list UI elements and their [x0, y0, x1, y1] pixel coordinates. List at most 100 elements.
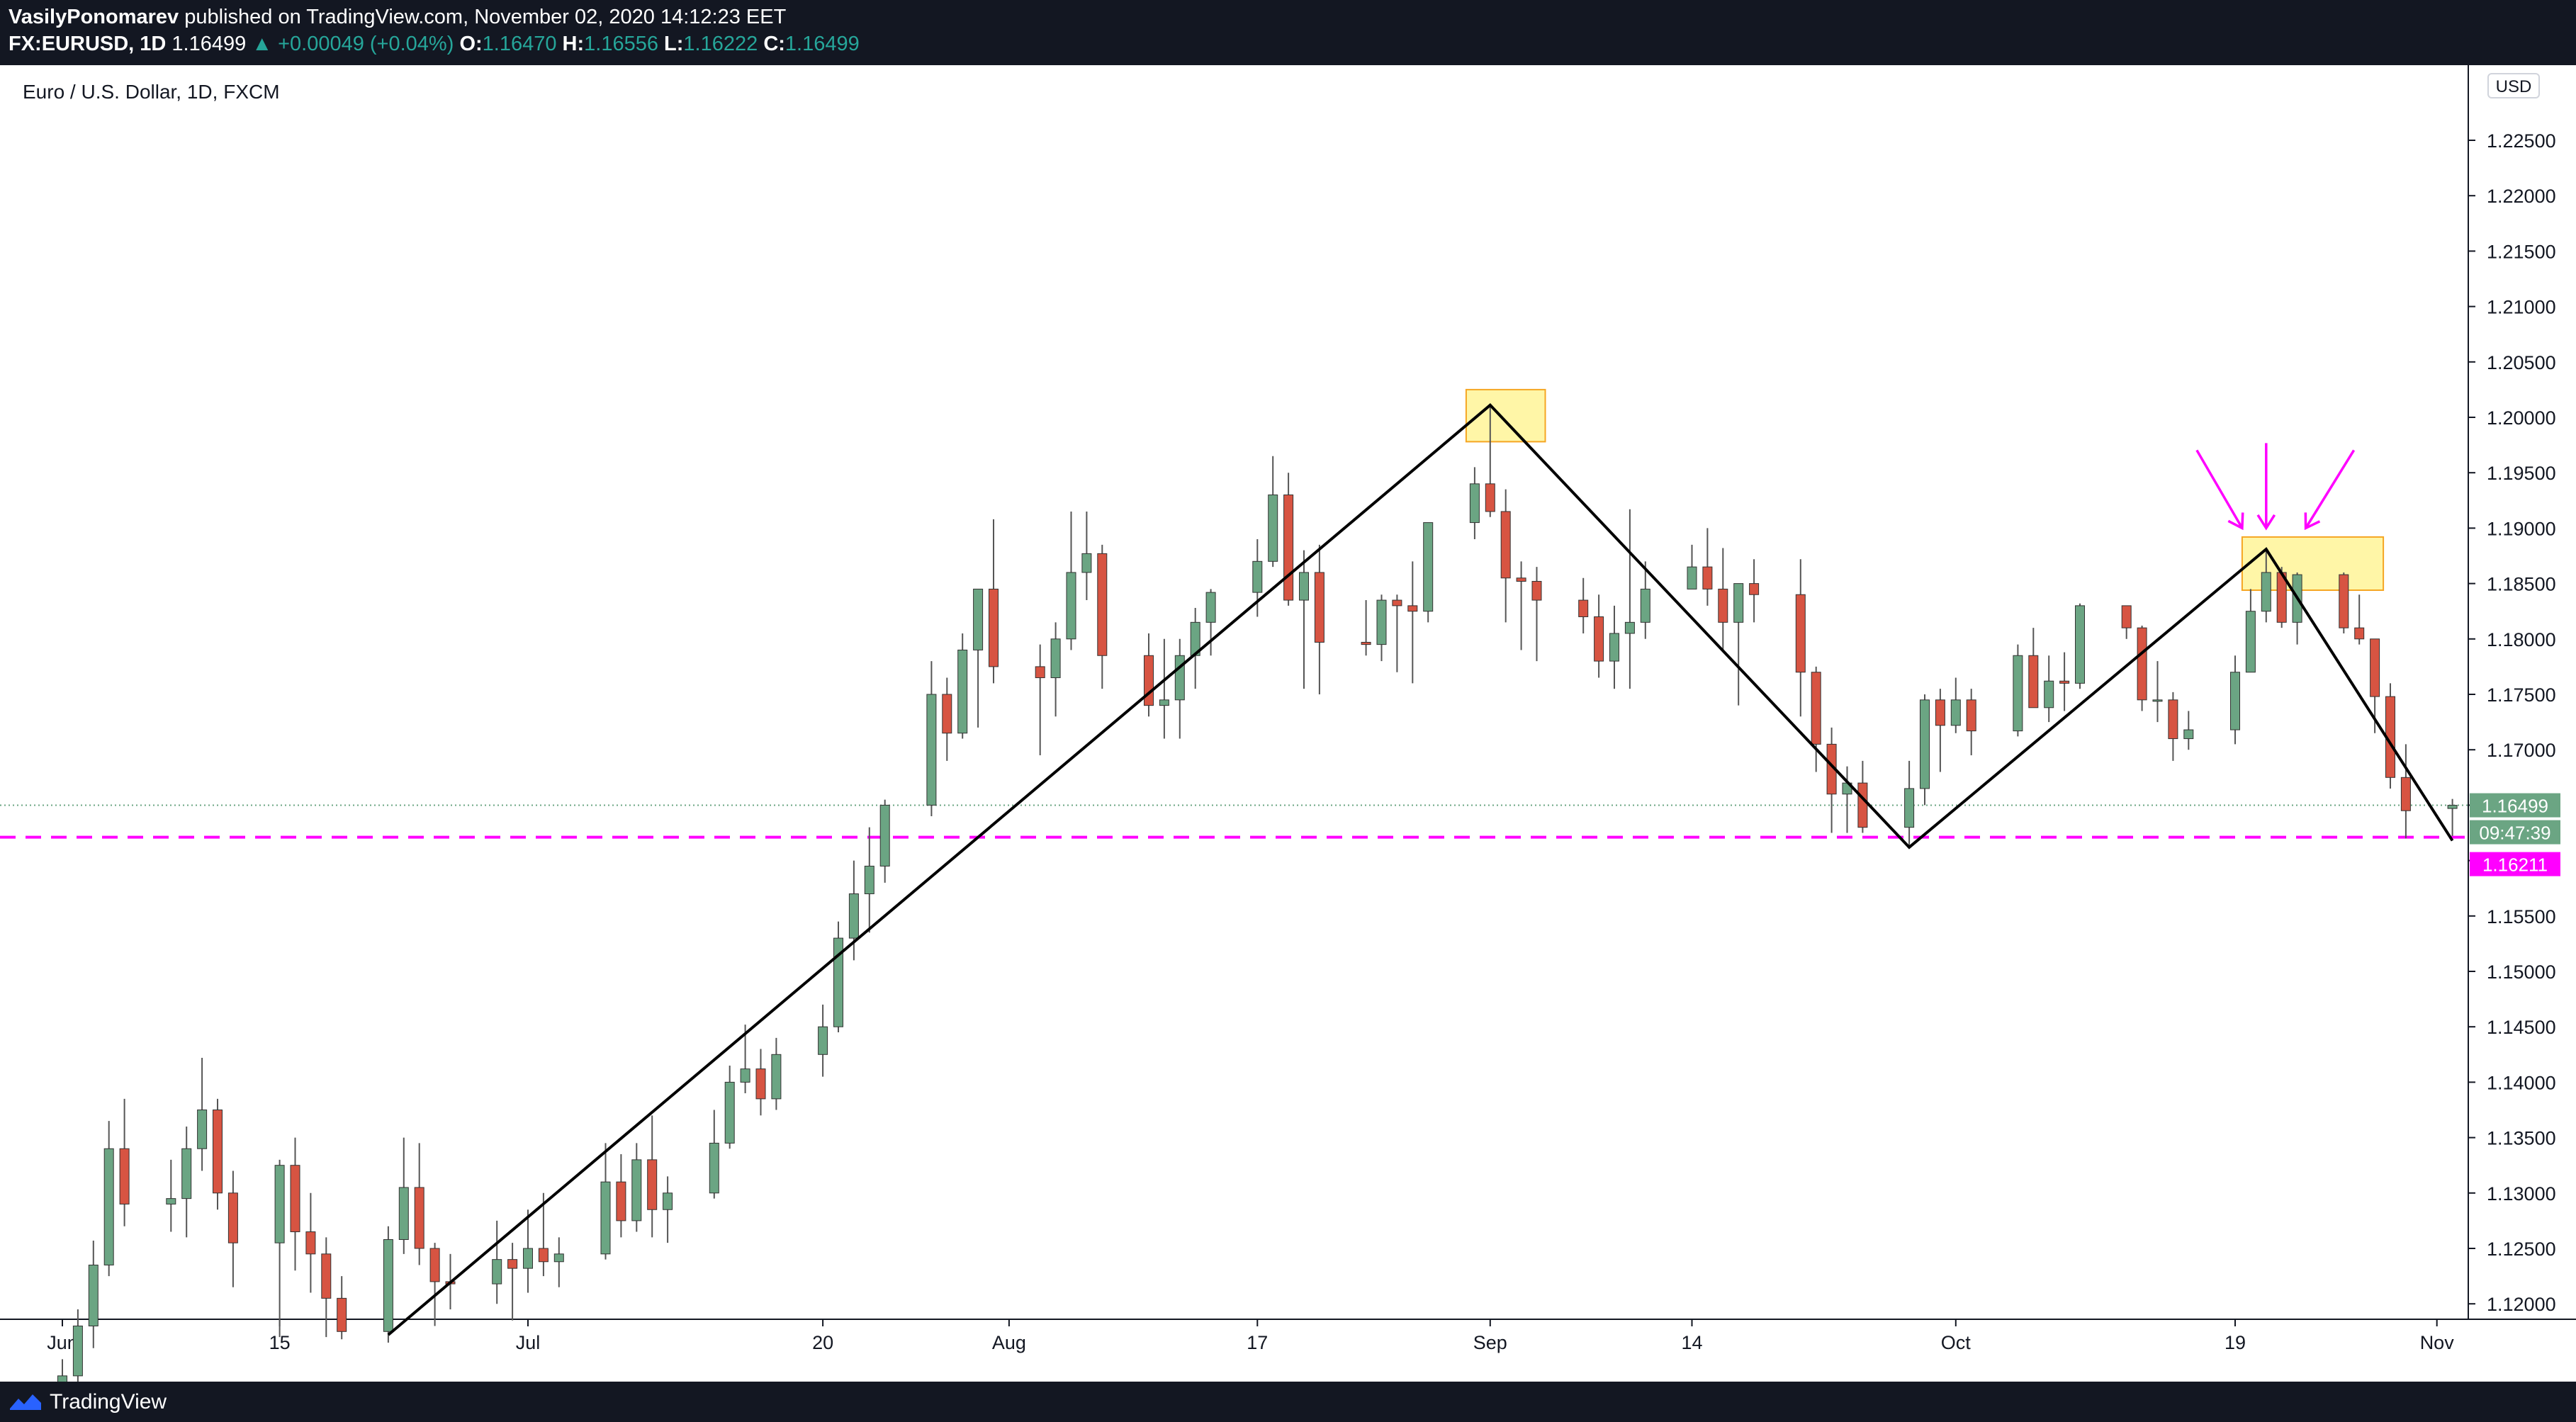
low-value: 1.16222	[683, 33, 758, 55]
candle-body	[1640, 588, 1650, 623]
candle-body	[305, 1231, 316, 1255]
candle	[1299, 550, 1309, 689]
candle	[2447, 799, 2458, 836]
countdown-label: 09:47:39	[2479, 823, 2550, 844]
candle-body	[2245, 611, 2256, 673]
candle	[2013, 644, 2023, 737]
arrow-shaft	[2305, 449, 2356, 529]
candle-body	[1624, 621, 1635, 634]
candle-body	[227, 1192, 238, 1243]
candle-body	[879, 804, 890, 867]
time-tick-label: Jun	[47, 1332, 78, 1353]
candle-body	[1283, 494, 1294, 601]
candle	[197, 1057, 208, 1171]
candle	[1718, 548, 1728, 650]
candle	[1687, 544, 1697, 589]
support-price-label: 1.16211	[2482, 854, 2548, 876]
candle	[864, 827, 874, 933]
candle-body	[2261, 572, 2271, 612]
time-tick-label: Sep	[1473, 1332, 1507, 1353]
candle-body	[818, 1026, 828, 1055]
candle	[1594, 594, 1604, 678]
candle	[2245, 589, 2256, 673]
candle-body	[492, 1259, 502, 1285]
close-label: C:	[763, 33, 785, 55]
candle	[647, 1115, 658, 1238]
candle	[2261, 550, 2271, 623]
candle-body	[1081, 553, 1092, 573]
candle-body	[1687, 566, 1697, 589]
candle	[1920, 694, 1930, 806]
candle-body	[848, 893, 859, 939]
candle-body	[1050, 638, 1061, 679]
candle-body	[1299, 572, 1309, 601]
open-value: 1.16470	[482, 33, 557, 55]
candle	[1904, 760, 1915, 847]
candle-body	[926, 694, 937, 806]
candle-body	[864, 865, 874, 895]
candle-body	[2230, 672, 2240, 730]
candle-body	[321, 1253, 332, 1299]
candle	[429, 1243, 440, 1326]
candle-body	[709, 1142, 719, 1194]
candle-body	[1097, 553, 1108, 656]
candle	[926, 661, 937, 817]
footer-bar: TradingView	[0, 1382, 2576, 1422]
candle	[414, 1143, 424, 1265]
countdown-label-bg	[2470, 820, 2560, 845]
tradingview-logo-icon[interactable]	[9, 1390, 43, 1413]
candle-body	[1159, 699, 1169, 706]
candle-body	[942, 694, 952, 734]
candle	[1097, 544, 1108, 689]
candle	[553, 1237, 564, 1287]
candle-body	[1733, 583, 1744, 623]
candle-body	[1904, 788, 1915, 828]
candle-body	[2447, 805, 2458, 809]
candle	[1749, 559, 1760, 623]
chart-panel[interactable]: 1.22500 1.22000 1.21500 1.21000 1.20500 1.200…	[0, 65, 2576, 1382]
candle	[2230, 655, 2240, 745]
candle-body	[616, 1181, 626, 1221]
candle-body	[973, 588, 984, 650]
candle	[2044, 655, 2054, 723]
candle-body	[274, 1165, 285, 1243]
candle	[1935, 689, 1945, 772]
candle-body	[2339, 574, 2349, 628]
candle-body	[523, 1248, 533, 1269]
symbol-label[interactable]: FX:EURUSD, 1D	[9, 33, 167, 55]
candle-body	[290, 1165, 300, 1233]
candle	[973, 588, 984, 728]
candle-body	[414, 1187, 424, 1249]
open-label: O:	[459, 33, 483, 55]
candle-body	[398, 1187, 409, 1240]
candle-body	[2400, 777, 2411, 811]
candle	[1066, 511, 1076, 650]
candle-body	[197, 1110, 208, 1149]
candle-body	[88, 1264, 99, 1326]
candle-body	[1531, 580, 1542, 601]
candle-body	[989, 588, 999, 667]
price-tick-label: 1.21000	[2487, 297, 2556, 318]
brand-name[interactable]: TradingView	[50, 1390, 167, 1413]
candle	[1640, 561, 1650, 639]
candle-body	[1718, 588, 1728, 623]
price-tick-label: 1.13000	[2487, 1183, 2556, 1204]
candle	[1081, 511, 1092, 601]
candle	[724, 1065, 735, 1149]
candle	[1733, 583, 1744, 706]
candle	[1531, 567, 1542, 662]
candle	[1702, 528, 1713, 606]
chart-svg[interactable]: 1.22500 1.22000 1.21500 1.21000 1.20500 1.200…	[0, 65, 2576, 1382]
candle-body	[600, 1181, 611, 1255]
candle	[2292, 572, 2302, 645]
header-bar: VasilyPonomarev published on TradingView…	[0, 0, 2576, 65]
author-name[interactable]: VasilyPonomarev	[9, 6, 179, 28]
candle-body	[1920, 699, 1930, 789]
candle-body	[72, 1325, 83, 1377]
candle	[2183, 711, 2194, 750]
arrow-head	[2227, 512, 2244, 531]
candle	[957, 633, 968, 739]
time-tick-label: Aug	[992, 1332, 1026, 1353]
price-tick-label: 1.19500	[2487, 463, 2556, 484]
candle	[1423, 522, 1434, 623]
